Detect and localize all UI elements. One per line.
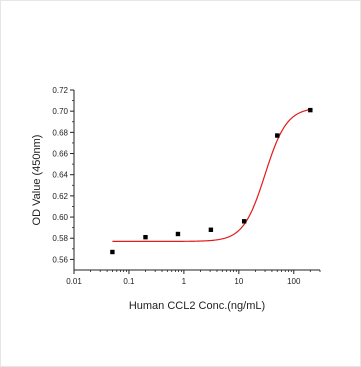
y-tick-label: 0.72 — [52, 86, 68, 95]
x-axis-title: Human CCL2 Conc.(ng/mL) — [129, 300, 265, 312]
fit-curve — [112, 108, 311, 243]
y-tick-label: 0.64 — [52, 171, 68, 180]
x-tick-label: 0.01 — [66, 277, 82, 286]
data-point — [143, 234, 148, 240]
x-tick-label: 100 — [287, 277, 301, 286]
data-point — [110, 249, 115, 255]
plot-area: 0.01 0.1 1 10 100 0.56 0.58 0.60 0.62 0.64 0.66 0.6… — [52, 86, 321, 286]
y-axis-title: OD Value (450nm) — [31, 135, 43, 226]
y-tick-label: 0.56 — [52, 255, 68, 264]
y-tick-label: 0.58 — [52, 234, 68, 243]
x-tick-label: 0.1 — [123, 277, 135, 286]
data-point — [175, 231, 181, 237]
data-point — [308, 107, 313, 113]
data-point — [241, 219, 247, 224]
y-tick-label: 0.68 — [52, 128, 68, 137]
y-tick-label: 0.62 — [52, 192, 68, 201]
y-tick-label: 0.66 — [52, 150, 68, 159]
data-point — [275, 133, 280, 138]
y-tick-label: 0.70 — [52, 107, 68, 116]
y-tick-label: 0.60 — [52, 213, 68, 222]
x-tick-label: 10 — [234, 277, 243, 286]
data-point — [208, 227, 214, 232]
x-tick-label: 1 — [182, 277, 187, 286]
